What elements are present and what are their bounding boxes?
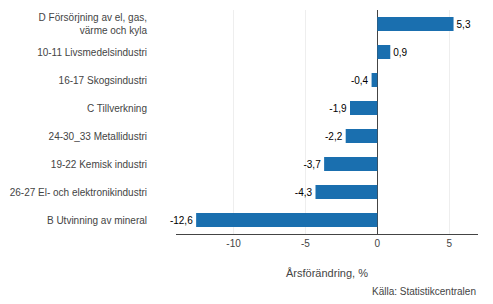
svg-text:-4,3: -4,3 [295, 187, 313, 198]
svg-text:Årsförändring, %: Årsförändring, % [286, 267, 368, 279]
svg-text:19-22 Kemisk industri: 19-22 Kemisk industri [51, 159, 147, 170]
svg-text:5,3: 5,3 [457, 19, 471, 30]
svg-text:-10: -10 [226, 238, 241, 249]
svg-text:Källa: Statistikcentralen: Källa: Statistikcentralen [372, 286, 476, 297]
svg-text:0: 0 [375, 238, 381, 249]
svg-text:16-17 Skogsindustri: 16-17 Skogsindustri [59, 75, 147, 86]
svg-text:D Försörjning av el, gas,värme: D Försörjning av el, gas,värme och kyla [39, 12, 148, 36]
svg-text:10-11 Livsmedelsindustri: 10-11 Livsmedelsindustri [37, 47, 147, 58]
svg-text:5: 5 [446, 238, 452, 249]
svg-text:24-30_33 Metallidustri: 24-30_33 Metallidustri [49, 131, 147, 142]
svg-text:-12,6: -12,6 [170, 215, 193, 226]
svg-text:-1,9: -1,9 [329, 103, 347, 114]
svg-text:26-27 El- och elektronikindust: 26-27 El- och elektronikindustri [10, 187, 147, 198]
svg-text:-3,7: -3,7 [303, 159, 321, 170]
svg-text:-5: -5 [301, 238, 310, 249]
svg-text:-2,2: -2,2 [325, 131, 343, 142]
svg-text:-0,4: -0,4 [351, 75, 369, 86]
svg-text:C Tillverkning: C Tillverkning [87, 103, 147, 114]
svg-text:0,9: 0,9 [393, 47, 407, 58]
svg-text:B Utvinning av mineral: B Utvinning av mineral [47, 215, 147, 226]
